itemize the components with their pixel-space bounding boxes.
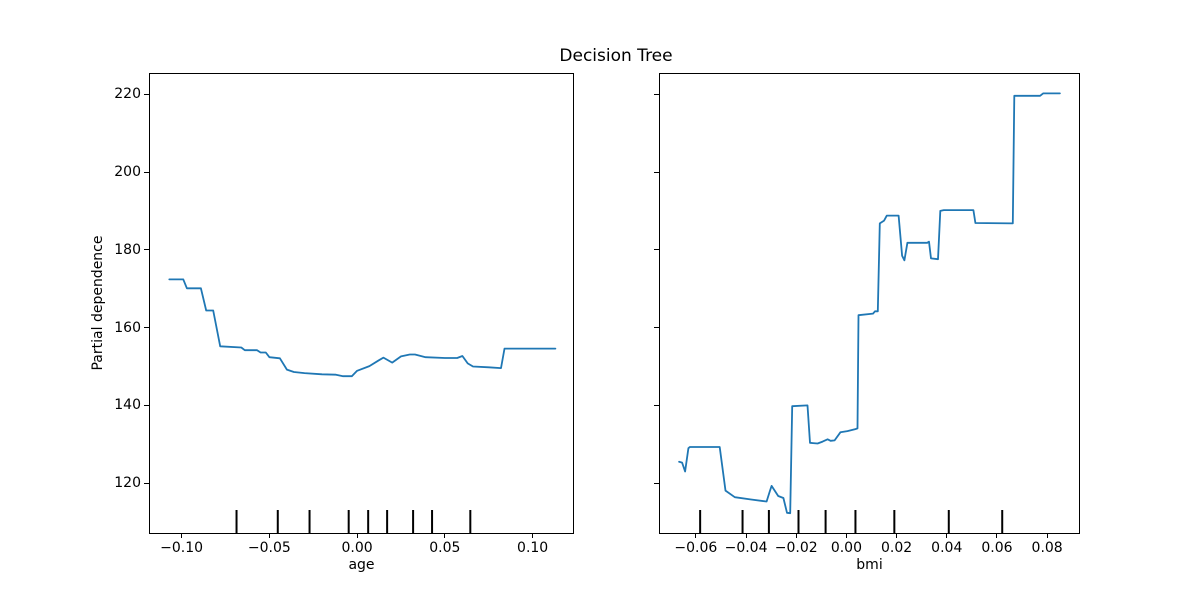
x-tick-mark [795,533,797,538]
y-tick-mark [144,93,149,95]
x-tick-mark [444,533,446,538]
y-tick-mark [144,482,149,484]
y-tick-label: 220 [114,86,141,103]
y-tick-mark [654,171,659,173]
axes-age: age −0.10 −0.05 0.00 0.05 0.10 120 140 160 180 20… [114,73,574,573]
y-tick-label: 160 [114,319,141,336]
pdp-line-bmi [678,92,1061,515]
y-tick-mark [654,482,659,484]
x-tick-label: 0.06 [981,540,1013,556]
x-tick-label: 0.02 [881,540,913,556]
x-tick-mark [181,533,183,538]
x-tick-label: 0.10 [517,540,549,556]
x-tick-mark [946,533,948,538]
y-tick-mark [144,249,149,251]
x-tick-label: 0.04 [931,540,963,556]
y-tick-label: 180 [114,241,141,258]
x-tick-label: 0.00 [341,540,373,556]
decile-rug-marks [699,510,1004,533]
y-tick-mark [144,171,149,173]
pdp-line-age [168,278,557,378]
x-tick-label: −0.02 [774,540,818,556]
y-axis-label: Partial dependence [90,235,106,371]
y-tick-mark [654,249,659,251]
x-axis-label-age: age [348,557,375,573]
x-tick-label: −0.05 [247,540,291,556]
x-tick-label: −0.06 [674,540,718,556]
plot-canvas-bmi [678,92,1061,533]
decile-rug-marks [235,510,472,533]
x-tick-label: −0.04 [724,540,768,556]
y-tick-mark [654,93,659,95]
plot-canvas-age [168,278,557,533]
y-tick-label: 140 [114,397,141,414]
x-tick-mark [896,533,898,538]
x-tick-label: 0.08 [1031,540,1063,556]
x-tick-label: 0.00 [830,540,862,556]
x-tick-mark [996,533,998,538]
y-tick-mark [654,404,659,406]
y-tick-label: 120 [114,475,141,492]
x-tick-label: −0.10 [160,540,204,556]
x-tick-mark [532,533,534,538]
y-tick-mark [144,404,149,406]
x-tick-mark [745,533,747,538]
y-tick-mark [144,327,149,329]
y-tick-mark [654,327,659,329]
x-tick-mark [695,533,697,538]
figure-title: Decision Tree [559,46,673,66]
x-tick-mark [268,533,270,538]
y-tick-label: 200 [114,164,141,181]
x-tick-mark [1046,533,1048,538]
x-tick-label: 0.05 [429,540,461,556]
x-axis-label-bmi: bmi [856,557,883,573]
x-tick-mark [356,533,358,538]
axes-bmi: bmi −0.06 −0.04 −0.02 0.00 0.02 0.04 0.06 0.08 [654,73,1080,573]
x-tick-mark [845,533,847,538]
